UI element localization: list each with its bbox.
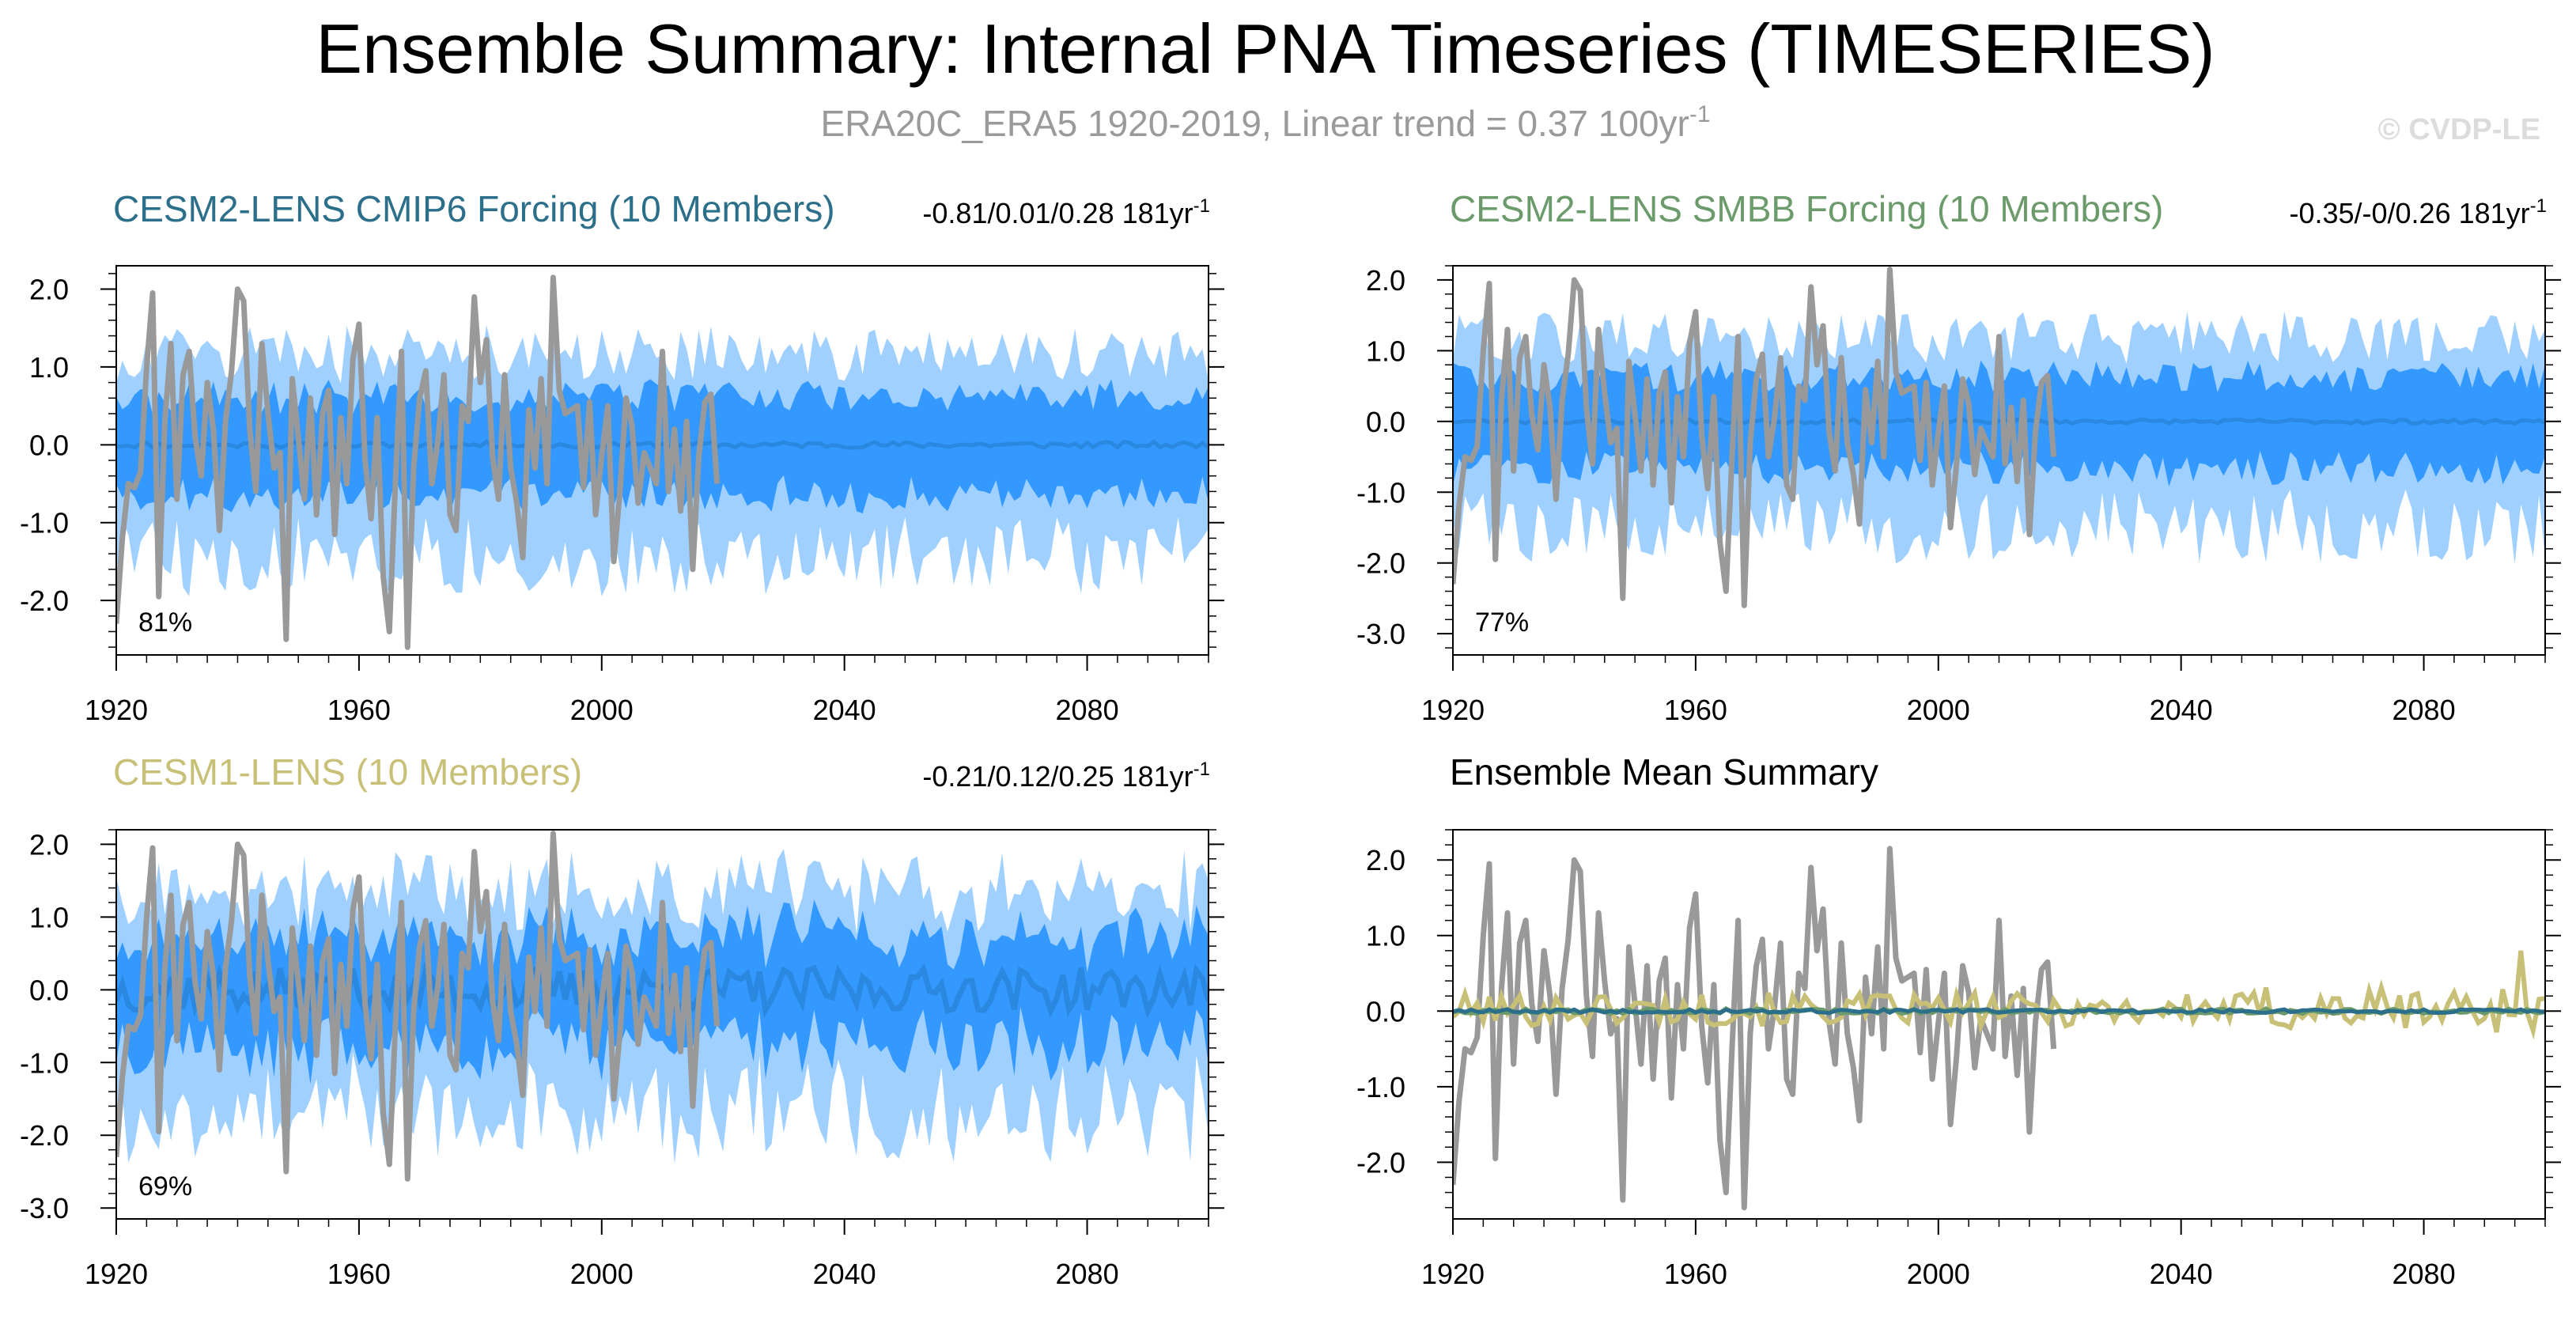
y-tick-label: 1.0 <box>1366 335 1405 367</box>
y-tick-label: 0.0 <box>1366 995 1405 1027</box>
panel-title-summary: Ensemble Mean Summary <box>1450 751 1878 793</box>
plot-layer <box>116 274 1209 650</box>
y-tick-label: -2.0 <box>1356 547 1405 580</box>
panel-smbb: CESM2-LENS SMBB Forcing (10 Members) -0.… <box>1356 188 2561 726</box>
panel-title-cmip6: CESM2-LENS CMIP6 Forcing (10 Members) <box>113 188 835 229</box>
y-tick-label: -1.0 <box>20 1046 69 1079</box>
x-tick-label: 2040 <box>813 694 876 726</box>
panel-title-cesm1: CESM1-LENS (10 Members) <box>113 751 582 793</box>
x-tick-label: 1920 <box>85 1258 148 1290</box>
observed-line <box>1453 846 2057 1211</box>
x-tick-label: 2040 <box>2150 1258 2213 1290</box>
stats-text: -0.21/0.12/0.25 181yr <box>922 760 1193 793</box>
y-tick-label: -1.0 <box>20 507 69 539</box>
y-tick-label: 0.0 <box>29 429 69 461</box>
stats-text: -0.81/0.01/0.28 181yr <box>922 197 1193 229</box>
x-tick-label: 2080 <box>2393 1258 2456 1290</box>
panel-summary: Ensemble Mean Summary 2.0 1.0 0.0 -1.0 -2.0 1… <box>1356 751 2561 1290</box>
x-tick-label: 2080 <box>1056 694 1119 726</box>
plot-layer <box>1453 267 2545 608</box>
page-subtitle: ERA20C_ERA5 1920-2019, Linear trend = 0.… <box>820 101 1710 144</box>
x-tick-label: 2040 <box>813 1258 876 1290</box>
panel-stats-cmip6: -0.81/0.01/0.28 181yr-1 <box>922 195 1210 229</box>
plot-area-summary: 2.0 1.0 0.0 -1.0 -2.0 1920 1960 2000 2040 2080 <box>1356 829 2561 1290</box>
x-tick-label: 2000 <box>570 1258 634 1290</box>
y-tick-label: 0.0 <box>29 974 69 1006</box>
x-tick-label: 2000 <box>1907 1258 1970 1290</box>
subtitle-superscript: -1 <box>1689 101 1711 127</box>
cmip6-mean-line <box>1453 1007 2545 1016</box>
panel-stats-cesm1: -0.21/0.12/0.25 181yr-1 <box>922 759 1210 793</box>
panel-title-smbb: CESM2-LENS SMBB Forcing (10 Members) <box>1450 188 2163 229</box>
x-tick-label: 1920 <box>1421 1258 1485 1290</box>
y-tick-label: -1.0 <box>1356 1071 1405 1103</box>
observed-line <box>1453 267 2057 608</box>
y-tick-label: -2.0 <box>20 1119 69 1152</box>
x-tick-label: 2000 <box>570 694 634 726</box>
y-tick-label: 2.0 <box>1366 264 1405 297</box>
credit-label: © CVDP-LE <box>2378 113 2540 146</box>
x-tick-label: 2040 <box>2150 694 2213 726</box>
band-10-90 <box>116 899 1209 1084</box>
plot-area-cesm1: 2.0 1.0 0.0 -1.0 -2.0 -3.0 1920 1960 2000 2040 208… <box>20 828 1224 1290</box>
plot-area-smbb: 2.0 1.0 0.0 -1.0 -2.0 -3.0 1920 1960 2000 2040 208… <box>1356 264 2561 726</box>
cesm1-mean-line <box>1453 950 2545 1040</box>
y-tick-label: -1.0 <box>1356 476 1405 509</box>
x-tick-label: 1920 <box>85 694 148 726</box>
band-10-90 <box>116 379 1209 514</box>
observed-line <box>116 831 721 1182</box>
x-tick-label: 2000 <box>1907 694 1970 726</box>
y-tick-label: 1.0 <box>29 901 69 933</box>
y-tick-label: -2.0 <box>20 585 69 617</box>
y-tick-label: 2.0 <box>1366 844 1405 876</box>
x-tick-label: 2080 <box>1056 1258 1119 1290</box>
panel-cesm1: CESM1-LENS (10 Members) -0.21/0.12/0.25 … <box>20 751 1224 1290</box>
y-tick-label: 2.0 <box>29 274 69 306</box>
y-tick-label: 1.0 <box>29 351 69 384</box>
plot-area-cmip6: 2.0 1.0 0.0 -1.0 -2.0 1920 1960 2000 2040 2080 81% <box>20 265 1224 726</box>
y-tick-label: -2.0 <box>1356 1146 1405 1179</box>
x-tick-label: 1960 <box>327 1258 391 1290</box>
x-tick-label: 2080 <box>2393 694 2456 726</box>
stats-superscript: -1 <box>2530 195 2547 217</box>
y-tick-label: 2.0 <box>29 828 69 861</box>
panel-cmip6: CESM2-LENS CMIP6 Forcing (10 Members) -0… <box>20 188 1224 726</box>
page-title: Ensemble Summary: Internal PNA Timeserie… <box>316 9 2215 88</box>
percent-label: 69% <box>138 1171 192 1202</box>
observed-line <box>116 274 721 650</box>
percent-label: 81% <box>138 607 192 638</box>
y-tick-label: 1.0 <box>1366 920 1405 952</box>
stats-superscript: -1 <box>1193 195 1210 217</box>
x-tick-label: 1960 <box>1664 694 1727 726</box>
stats-superscript: -1 <box>1193 759 1210 780</box>
y-tick-label: -3.0 <box>20 1192 69 1224</box>
x-tick-label: 1960 <box>327 694 391 726</box>
panel-stats-smbb: -0.35/-0/0.26 181yr-1 <box>2289 195 2547 229</box>
percent-label: 77% <box>1475 607 1529 638</box>
stats-text: -0.35/-0/0.26 181yr <box>2289 197 2529 229</box>
x-tick-label: 1960 <box>1664 1258 1727 1290</box>
plot-layer <box>116 831 1209 1182</box>
y-tick-label: -3.0 <box>1356 618 1405 650</box>
x-tick-label: 1920 <box>1421 694 1485 726</box>
plot-layer <box>1453 846 2545 1211</box>
subtitle-text: ERA20C_ERA5 1920-2019, Linear trend = 0.… <box>820 103 1689 144</box>
y-tick-label: 0.0 <box>1366 406 1405 438</box>
